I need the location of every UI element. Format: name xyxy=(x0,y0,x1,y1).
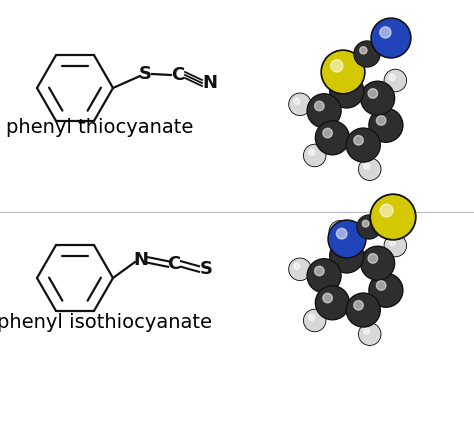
Circle shape xyxy=(389,74,395,80)
Circle shape xyxy=(360,47,367,54)
Circle shape xyxy=(309,260,340,291)
Circle shape xyxy=(289,258,311,280)
Circle shape xyxy=(385,70,405,91)
Text: S: S xyxy=(138,65,152,83)
Circle shape xyxy=(347,129,379,161)
Circle shape xyxy=(330,74,364,108)
Text: C: C xyxy=(172,66,185,84)
Circle shape xyxy=(359,323,381,345)
Circle shape xyxy=(368,89,378,98)
Circle shape xyxy=(369,108,403,142)
Circle shape xyxy=(329,222,365,256)
Circle shape xyxy=(346,128,380,162)
Circle shape xyxy=(305,146,325,165)
Circle shape xyxy=(294,98,300,104)
Text: phenyl thiocyanate: phenyl thiocyanate xyxy=(6,118,194,137)
Circle shape xyxy=(360,324,380,344)
Circle shape xyxy=(317,287,348,319)
Circle shape xyxy=(305,310,325,331)
Circle shape xyxy=(315,286,349,320)
Circle shape xyxy=(309,95,340,126)
Circle shape xyxy=(347,294,379,326)
Text: N: N xyxy=(134,251,148,269)
Circle shape xyxy=(370,275,401,306)
Circle shape xyxy=(304,145,326,167)
Text: S: S xyxy=(200,260,212,278)
Circle shape xyxy=(362,82,393,114)
Circle shape xyxy=(337,82,346,91)
Circle shape xyxy=(370,110,401,141)
Circle shape xyxy=(331,60,343,72)
Circle shape xyxy=(368,254,378,263)
Circle shape xyxy=(290,259,310,280)
Circle shape xyxy=(294,263,300,269)
Circle shape xyxy=(373,19,410,56)
Circle shape xyxy=(385,236,405,255)
Circle shape xyxy=(361,81,395,115)
Circle shape xyxy=(331,75,362,107)
Circle shape xyxy=(380,204,393,217)
Circle shape xyxy=(315,101,324,111)
Circle shape xyxy=(370,194,416,240)
Circle shape xyxy=(389,239,395,245)
Circle shape xyxy=(307,259,341,293)
Circle shape xyxy=(346,293,380,327)
Circle shape xyxy=(323,52,363,92)
Text: N: N xyxy=(202,74,218,92)
Circle shape xyxy=(337,247,346,256)
Circle shape xyxy=(309,149,315,156)
Text: phenyl isothiocyanate: phenyl isothiocyanate xyxy=(0,313,212,332)
Circle shape xyxy=(362,220,369,227)
Circle shape xyxy=(384,234,406,256)
Circle shape xyxy=(380,27,391,38)
Circle shape xyxy=(315,121,349,155)
Circle shape xyxy=(369,273,403,307)
Circle shape xyxy=(328,220,366,258)
Circle shape xyxy=(334,225,340,232)
Circle shape xyxy=(376,116,386,125)
Circle shape xyxy=(321,50,365,94)
Circle shape xyxy=(334,60,340,67)
Circle shape xyxy=(354,135,363,145)
Circle shape xyxy=(372,196,414,238)
Circle shape xyxy=(304,310,326,332)
Circle shape xyxy=(289,93,311,115)
Circle shape xyxy=(362,247,393,279)
Circle shape xyxy=(376,281,386,290)
Circle shape xyxy=(384,69,406,91)
Circle shape xyxy=(331,240,362,272)
Circle shape xyxy=(317,122,348,154)
Circle shape xyxy=(354,41,380,67)
Circle shape xyxy=(323,128,332,138)
Circle shape xyxy=(364,328,370,334)
Circle shape xyxy=(354,300,363,310)
Circle shape xyxy=(359,158,381,180)
Circle shape xyxy=(355,42,379,66)
Circle shape xyxy=(330,222,350,242)
Circle shape xyxy=(358,216,380,238)
Text: C: C xyxy=(167,255,181,273)
Circle shape xyxy=(360,159,380,179)
Circle shape xyxy=(357,215,381,239)
Circle shape xyxy=(323,293,332,303)
Circle shape xyxy=(361,246,395,280)
Circle shape xyxy=(330,239,364,273)
Circle shape xyxy=(330,57,350,77)
Circle shape xyxy=(309,314,315,321)
Circle shape xyxy=(371,18,411,58)
Circle shape xyxy=(329,56,351,78)
Circle shape xyxy=(337,228,347,239)
Circle shape xyxy=(290,94,310,114)
Circle shape xyxy=(329,221,351,243)
Circle shape xyxy=(315,266,324,276)
Circle shape xyxy=(364,163,370,169)
Circle shape xyxy=(307,94,341,128)
